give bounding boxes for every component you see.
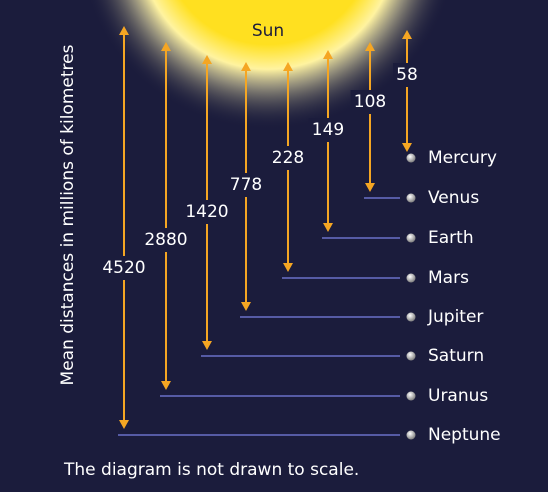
planet-dot [407,313,416,322]
distance-label: 2880 [144,230,187,250]
planet-name: Mercury [428,148,497,168]
planet-name: Earth [428,228,474,248]
distance-label: 4520 [102,258,145,278]
planet-dot [407,274,416,283]
planet-dot [407,194,416,203]
planet-dot [407,154,416,163]
distance-label: 149 [312,120,344,140]
distance-label: 58 [396,65,418,85]
planet-dot [407,352,416,361]
distance-label: 778 [230,175,262,195]
distance-label: 108 [354,92,386,112]
planet-name: Mars [428,268,469,288]
planet-dot [407,234,416,243]
distance-label: 228 [272,148,304,168]
note: The diagram is not drawn to scale. [63,460,359,480]
planet-name: Saturn [428,346,484,366]
distance-label: 1420 [185,202,228,222]
planet-name: Jupiter [427,307,483,327]
planet-dot [407,392,416,401]
diagram: Sun Mean distances in millions of kilome… [0,0,548,492]
planet-name: Venus [428,188,479,208]
sun-label: Sun [252,21,284,41]
planet-dot [407,431,416,440]
axis-label: Mean distances in millions of kilometres [58,44,78,385]
planet-name: Neptune [428,425,501,445]
planet-name: Uranus [428,386,488,406]
